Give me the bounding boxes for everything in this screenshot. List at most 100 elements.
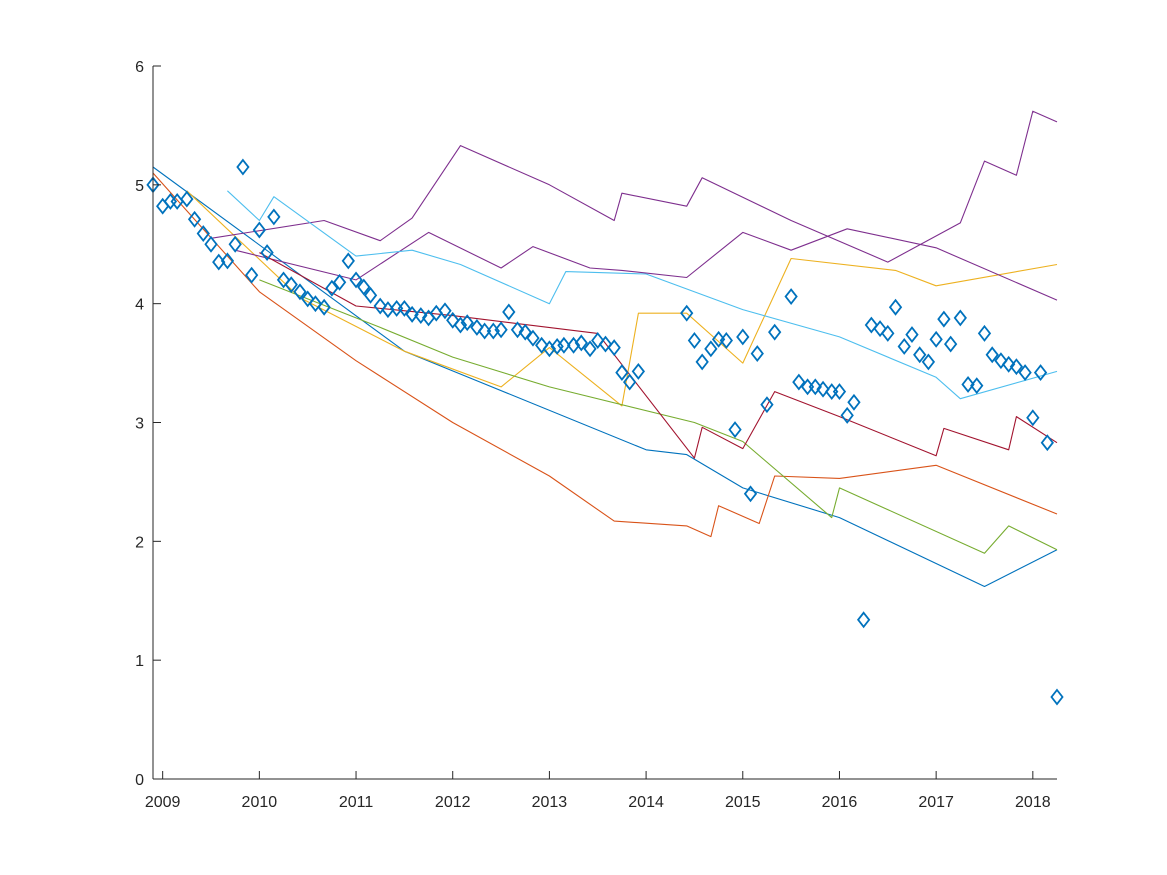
- data-point-101: [1002, 355, 1016, 373]
- x-tick-label-2014: 2014: [628, 794, 664, 811]
- data-point-8: [204, 235, 218, 253]
- data-point-12: [236, 158, 250, 176]
- data-point-63: [687, 332, 702, 349]
- data-point-21: [308, 295, 323, 313]
- data-point-16: [267, 208, 281, 226]
- data-point-105: [1033, 364, 1048, 382]
- data-point-68: [728, 421, 742, 439]
- x-tick-label-2013: 2013: [532, 794, 568, 811]
- data-point-54: [574, 334, 588, 352]
- y-tick-label-0: 0: [135, 772, 144, 789]
- data-point-102: [1009, 358, 1024, 376]
- data-point-47: [518, 323, 532, 341]
- data-point-7: [196, 225, 210, 243]
- data-point-85: [873, 320, 887, 338]
- data-point-77: [808, 378, 822, 396]
- data-point-24: [332, 273, 347, 291]
- data-point-28: [363, 286, 378, 304]
- data-point-14: [252, 221, 266, 239]
- data-point-34: [414, 307, 428, 325]
- data-point-20: [301, 290, 315, 308]
- x-tick-label-2012: 2012: [435, 794, 471, 811]
- data-point-95: [953, 309, 967, 327]
- data-point-92: [929, 330, 943, 348]
- x-tick-label-2018: 2018: [1015, 794, 1051, 811]
- data-point-23: [325, 279, 339, 297]
- data-point-84: [864, 316, 879, 334]
- data-point-32: [397, 299, 412, 317]
- x-tick-label-2010: 2010: [242, 794, 278, 811]
- data-point-40: [460, 314, 474, 332]
- series-line-2: [152, 172, 1058, 538]
- data-point-45: [502, 303, 516, 321]
- data-point-38: [446, 311, 460, 329]
- data-point-64: [695, 353, 709, 371]
- data-point-15: [260, 244, 274, 262]
- data-point-75: [792, 373, 806, 391]
- data-point-48: [526, 329, 540, 347]
- data-point-107: [1050, 688, 1064, 706]
- data-point-100: [994, 352, 1008, 370]
- y-tick-label-4: 4: [135, 297, 144, 314]
- data-point-78: [816, 380, 830, 398]
- x-tick-label-2011: 2011: [339, 794, 374, 811]
- data-point-67: [719, 332, 733, 349]
- data-point-69: [736, 328, 750, 346]
- series-lines: [152, 110, 1058, 588]
- series-line-4: [210, 110, 1058, 263]
- data-point-46: [510, 321, 525, 339]
- data-point-65: [704, 340, 718, 358]
- data-point-59: [615, 364, 629, 382]
- data-point-22: [317, 298, 331, 316]
- data-point-70: [743, 485, 758, 503]
- data-point-6: [187, 210, 202, 228]
- data-point-87: [888, 298, 903, 316]
- data-point-19: [293, 283, 307, 301]
- data-point-60: [623, 373, 637, 391]
- data-point-11: [228, 235, 242, 253]
- data-point-106: [1040, 434, 1054, 452]
- data-point-49: [535, 336, 549, 354]
- data-point-29: [373, 297, 387, 315]
- y-tick-label-5: 5: [135, 178, 144, 195]
- series-line-6: [227, 190, 1058, 400]
- data-point-86: [881, 324, 895, 342]
- x-tick-label-2016: 2016: [822, 794, 858, 811]
- data-point-82: [847, 393, 861, 411]
- data-point-41: [470, 318, 484, 336]
- series-line-1: [152, 166, 1058, 588]
- data-point-99: [985, 346, 999, 364]
- data-point-27: [357, 278, 371, 296]
- data-point-79: [825, 383, 839, 401]
- data-point-51: [550, 337, 564, 355]
- data-point-73: [768, 323, 782, 341]
- data-point-17: [276, 271, 291, 289]
- data-point-56: [591, 332, 605, 349]
- data-point-74: [784, 288, 798, 305]
- data-point-18: [284, 276, 298, 294]
- series-line-5: [235, 228, 1058, 301]
- data-point-33: [405, 305, 419, 323]
- data-point-66: [711, 330, 726, 348]
- data-point-71: [750, 345, 764, 363]
- data-point-91: [921, 353, 936, 371]
- data-point-94: [944, 335, 958, 353]
- y-tick-label-3: 3: [135, 416, 144, 433]
- data-point-53: [566, 336, 581, 354]
- data-point-39: [453, 316, 468, 334]
- data-point-98: [977, 324, 992, 342]
- data-point-50: [542, 340, 557, 358]
- data-point-96: [961, 376, 975, 393]
- data-point-81: [840, 406, 854, 424]
- series-line-3: [186, 190, 1058, 407]
- data-point-104: [1026, 409, 1040, 427]
- x-tick-label-2017: 2017: [918, 794, 954, 811]
- data-point-42: [477, 322, 492, 340]
- y-tick-label-2: 2: [135, 534, 144, 551]
- y-tick-label-6: 6: [135, 59, 144, 76]
- series-line-7: [259, 279, 1058, 554]
- data-point-58: [607, 339, 621, 357]
- data-point-57: [598, 335, 613, 353]
- data-point-93: [937, 310, 951, 328]
